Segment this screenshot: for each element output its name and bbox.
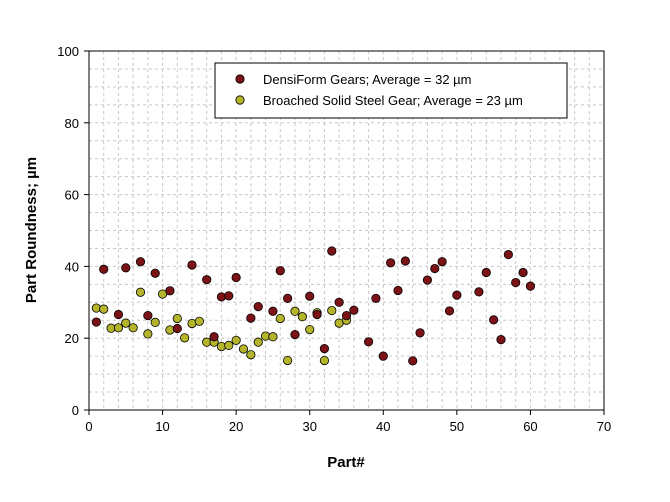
densiform-point (187, 260, 197, 270)
plot-frame (88, 50, 605, 411)
densiform-point (113, 309, 124, 320)
densiform-point (202, 275, 212, 285)
densiform-point (305, 291, 315, 301)
broached-point (253, 337, 263, 347)
x-tick-label: 70 (597, 419, 611, 434)
densiform-point (290, 330, 300, 340)
broached-point (275, 313, 285, 324)
densiform-point (231, 272, 241, 283)
broached-point (327, 305, 337, 316)
densiform-point (408, 356, 418, 366)
broached-point (180, 333, 190, 343)
densiform-point (209, 332, 219, 342)
densiform-point (150, 268, 160, 278)
broached-point (305, 324, 315, 335)
broached-point (150, 317, 160, 328)
x-tick-label: 0 (85, 419, 92, 434)
broached-point (121, 318, 131, 328)
densiform-point (143, 310, 153, 321)
densiform-point (481, 267, 491, 278)
densiform-point (99, 264, 109, 274)
densiform-point (378, 351, 388, 361)
densiform-point (121, 263, 131, 273)
densiform-point (341, 310, 352, 321)
legend: DensiForm Gears; Average = 32 µm Broache… (214, 62, 568, 119)
densiform-point (246, 313, 256, 323)
densiform-point (283, 293, 293, 303)
densiform-point (474, 287, 484, 297)
densiform-point (444, 306, 455, 316)
broached-point (172, 313, 182, 324)
densiform-point (334, 297, 344, 307)
densiform-point (511, 277, 521, 288)
densiform-point (422, 275, 433, 285)
broached-point (319, 355, 330, 366)
densiform-point (224, 291, 234, 301)
broached-point (283, 355, 293, 366)
x-tick-label: 40 (376, 419, 390, 434)
densiform-point (430, 263, 440, 274)
broached-point (224, 340, 234, 350)
densiform-point (400, 256, 410, 266)
broached-point (99, 304, 109, 314)
y-axis-title: Part Roundness; µm (23, 157, 40, 303)
legend-label-broached: Broached Solid Steel Gear; Average = 23 … (263, 93, 523, 108)
densiform-point (363, 337, 374, 347)
densiform-point (319, 344, 330, 354)
y-tick-label: 40 (65, 259, 79, 274)
densiform-point (349, 305, 359, 315)
densiform-point (312, 309, 322, 320)
densiform-point (496, 335, 506, 345)
densiform-point (489, 315, 499, 325)
densiform-point (386, 258, 396, 268)
broached-point (128, 323, 138, 333)
legend-marker-densiform (235, 74, 245, 84)
densiform-point (91, 317, 101, 327)
densiform-point (393, 285, 403, 296)
broached-point (290, 306, 300, 316)
densiform-point (452, 290, 462, 300)
broached-point (135, 287, 146, 297)
densiform-point (518, 267, 528, 278)
broached-point (297, 312, 307, 322)
broached-point (238, 344, 249, 354)
densiform-point (415, 328, 425, 338)
x-tick-label: 30 (302, 419, 316, 434)
densiform-point (327, 246, 337, 256)
densiform-point (165, 286, 175, 296)
broached-point (268, 332, 278, 342)
x-tick-label: 60 (523, 419, 537, 434)
x-tick-label: 50 (450, 419, 464, 434)
densiform-point (172, 323, 182, 334)
densiform-point (253, 302, 263, 312)
data-points (91, 246, 536, 366)
legend-marker-broached (235, 95, 245, 105)
x-tick-label: 10 (155, 419, 169, 434)
densiform-point (268, 306, 278, 316)
densiform-point (135, 257, 146, 267)
densiform-point (437, 257, 447, 267)
axis-ticks: 0 10 20 30 40 50 60 70 0 20 40 60 80 100 (57, 44, 611, 434)
densiform-point (275, 266, 285, 276)
broached-point (231, 335, 241, 345)
y-tick-label: 100 (57, 44, 79, 59)
x-axis-title: Part# (327, 454, 365, 471)
broached-point (165, 325, 175, 335)
y-tick-label: 0 (72, 403, 79, 418)
densiform-point (371, 293, 381, 303)
legend-label-densiform: DensiForm Gears; Average = 32 µm (263, 72, 471, 87)
densiform-point (525, 281, 536, 291)
broached-point (143, 329, 153, 339)
y-tick-label: 60 (65, 188, 79, 203)
densiform-point (503, 249, 513, 260)
broached-point (113, 323, 124, 333)
broached-point (246, 350, 256, 360)
x-tick-label: 20 (229, 419, 243, 434)
legend-box (214, 62, 568, 119)
broached-point (194, 316, 204, 326)
y-tick-label: 80 (65, 116, 79, 131)
y-tick-label: 20 (65, 331, 79, 346)
